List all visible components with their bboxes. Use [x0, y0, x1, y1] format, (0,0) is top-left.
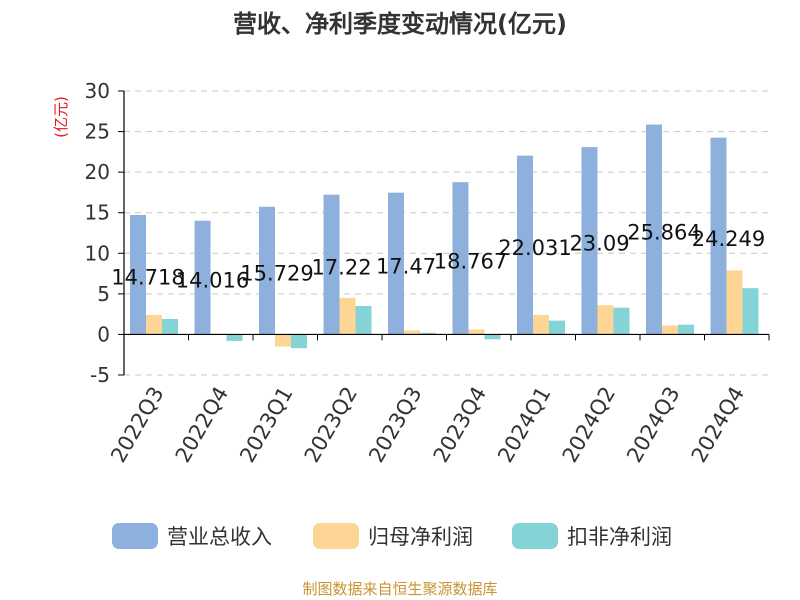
y-tick-label: 30 [85, 79, 110, 103]
x-tick-label: 2024Q2 [558, 383, 620, 467]
data-label: 24.249 [692, 227, 765, 251]
data-label: 14.016 [176, 269, 249, 293]
x-tick-label: 2023Q3 [364, 383, 426, 467]
legend-label: 扣非净利润 [567, 525, 672, 549]
x-tick-label: 2024Q1 [493, 383, 555, 467]
data-label: 22.031 [498, 236, 571, 260]
bar [517, 155, 533, 335]
bar [275, 334, 291, 347]
bar [613, 307, 630, 335]
bar [339, 297, 356, 335]
y-axis-label: (亿元) [52, 96, 70, 138]
source-note: 制图数据来自恒生聚源数据库 [302, 580, 497, 598]
bar [388, 192, 404, 335]
data-label: 18.767 [434, 249, 507, 273]
y-tick-label: 15 [85, 201, 110, 225]
bar [355, 306, 372, 335]
bar [468, 329, 485, 335]
bar [452, 182, 469, 335]
x-tick-label: 2022Q3 [106, 383, 168, 467]
bar [646, 124, 662, 335]
bar-layer [130, 124, 759, 349]
data-label: 17.22 [311, 256, 371, 280]
legend-label: 归母净利润 [368, 525, 473, 549]
bar [484, 334, 501, 340]
data-label: 17.47 [376, 255, 436, 279]
x-tick-label: 2024Q3 [622, 383, 684, 467]
bar [404, 330, 420, 335]
legend-swatch [112, 523, 158, 549]
x-tick-label: 2023Q1 [235, 383, 297, 467]
y-tick-label: 20 [85, 160, 110, 184]
bar [549, 320, 565, 335]
bar [146, 314, 162, 335]
bar [420, 332, 436, 335]
legend-swatch [512, 523, 558, 549]
grid-layer [124, 90, 769, 376]
y-tick-label: -5 [90, 363, 110, 387]
legend-swatch [313, 523, 359, 549]
data-label: 25.864 [627, 220, 700, 244]
bar [533, 314, 549, 335]
y-tick-label: 10 [85, 241, 110, 265]
bar [597, 305, 614, 335]
bar [291, 334, 307, 349]
data-label: 15.729 [240, 262, 313, 286]
data-label: 23.09 [569, 232, 629, 256]
bar [162, 319, 178, 335]
bar [259, 206, 275, 335]
x-tick-label: 2023Q2 [300, 383, 362, 467]
bar [678, 324, 694, 335]
bar [226, 334, 243, 341]
bar [662, 325, 678, 335]
bar [323, 194, 340, 335]
bar [726, 270, 743, 335]
x-tick-label: 2023Q4 [429, 383, 491, 467]
y-tick-label: 0 [97, 322, 110, 346]
legend-label: 营业总收入 [167, 525, 272, 549]
bar [581, 147, 598, 335]
x-tick-label: 2022Q4 [171, 383, 233, 467]
x-tick-label: 2024Q4 [687, 383, 749, 467]
y-tick-label: 5 [97, 282, 110, 306]
legend: 营业总收入 归母净利润 扣非净利润 [112, 523, 672, 549]
bar [710, 137, 727, 335]
bar [130, 215, 146, 335]
bar [194, 220, 211, 335]
y-tick-label: 25 [85, 120, 110, 144]
data-label: 14.718 [111, 266, 184, 290]
chart-title: 营收、净利季度变动情况(亿元) [233, 10, 567, 38]
bar [742, 288, 759, 335]
